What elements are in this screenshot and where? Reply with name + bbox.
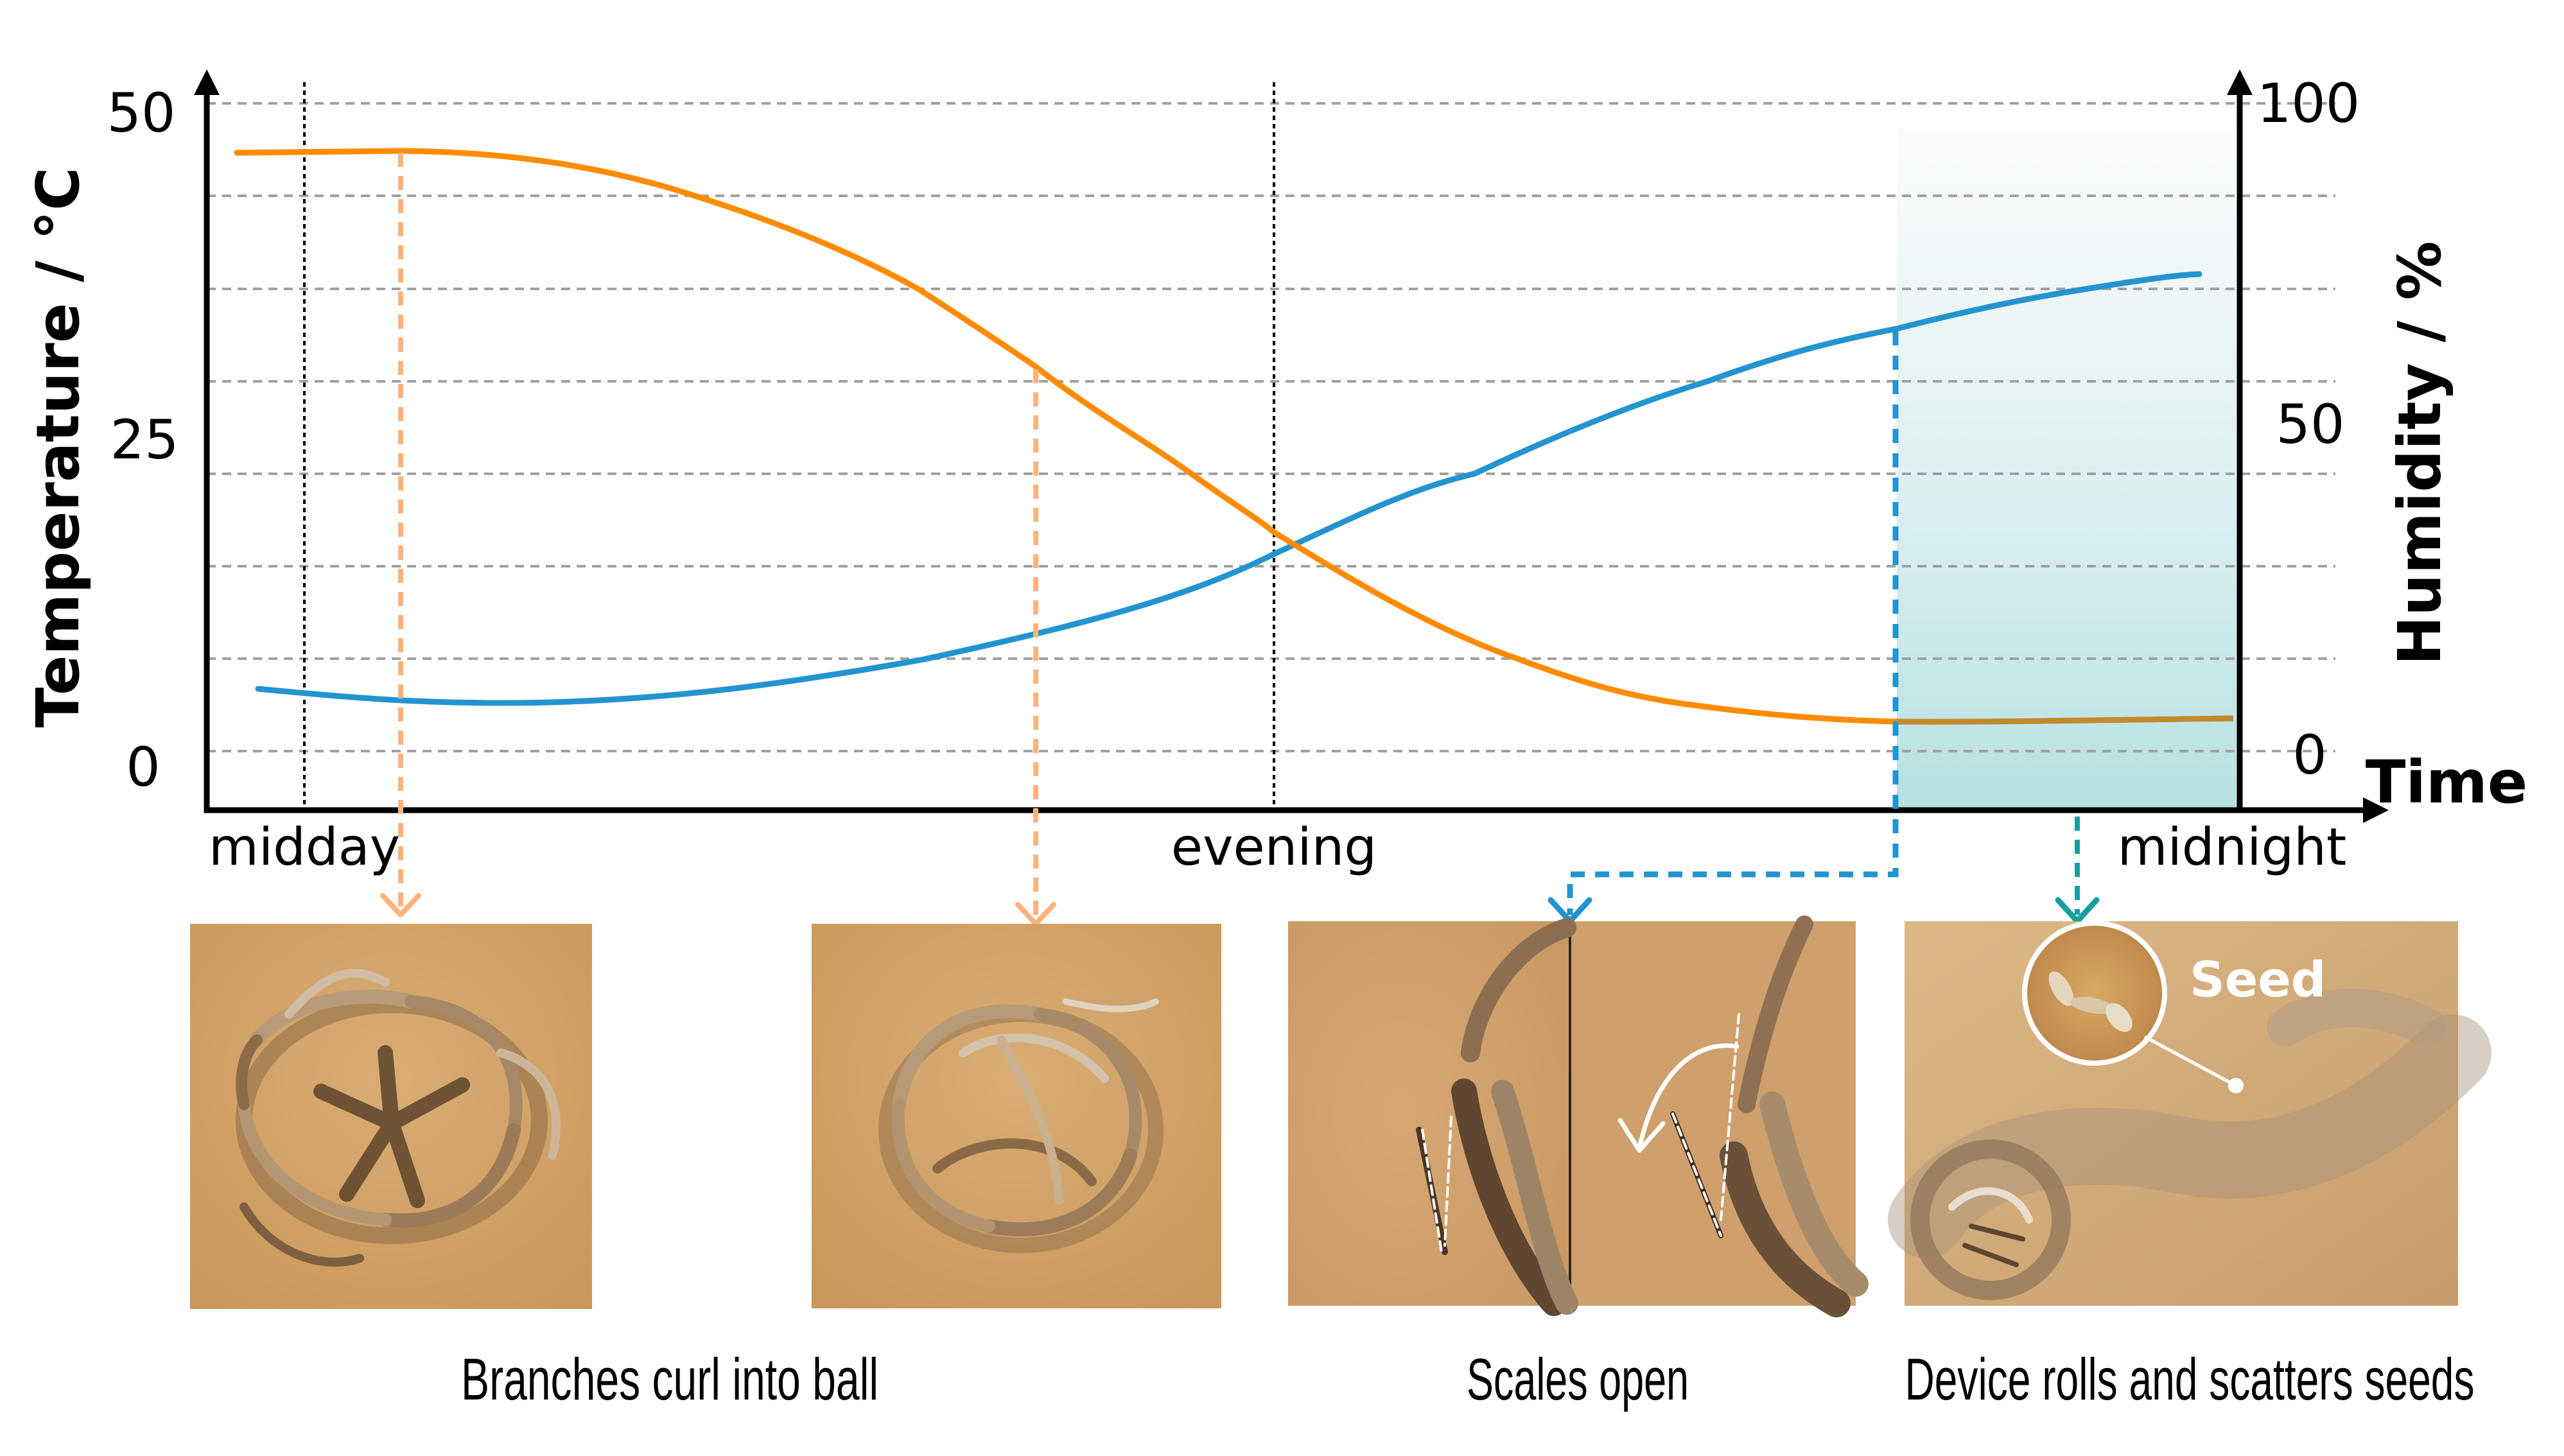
time-label-midnight: midnight: [2118, 817, 2347, 877]
right-ticks: 100 50 0: [2257, 72, 2360, 786]
right-axis-arrow-icon: [2227, 69, 2253, 95]
rolling-device-photo-icon: [1888, 989, 2491, 1300]
caption-scales: Scales open: [1467, 1347, 1689, 1412]
gridlines: [207, 102, 2335, 752]
seed-inset: Seed: [2022, 921, 2326, 1093]
captions: Branches curl into ball Scales open Devi…: [461, 1347, 2475, 1412]
caption-device: Device rolls and scatters seeds: [1905, 1347, 2475, 1412]
scales-open-photo-icon: [1416, 915, 1869, 1317]
left-tick-25: 25: [110, 408, 179, 471]
caption-branches: Branches curl into ball: [461, 1347, 878, 1412]
right-tick-100: 100: [2257, 72, 2360, 135]
left-tick-0: 0: [126, 736, 160, 799]
temperature-curve-shaded: [1896, 715, 2234, 725]
photo-panel-1: [190, 924, 592, 1309]
y-axis-arrow-icon: [194, 69, 220, 95]
time-axis-title: Time: [2366, 748, 2528, 817]
right-tick-50: 50: [2276, 393, 2345, 456]
seed-magnifier-ring: [2022, 921, 2167, 1066]
photo-panel-3: [1288, 915, 1869, 1317]
time-label-midday: midday: [209, 817, 400, 877]
left-tick-50: 50: [107, 82, 176, 144]
left-ticks: 50 25 0: [107, 82, 179, 799]
curled-ball-photo-icon: [878, 998, 1164, 1253]
chart: 50 25 0 100 50 0 Temperature / °C Humidi…: [24, 69, 2527, 877]
curled-branches-photo-icon: [236, 969, 561, 1267]
humidity-axis-title: Humidity / %: [2385, 241, 2454, 665]
connectors: [380, 153, 2100, 926]
right-tick-0: 0: [2292, 724, 2326, 786]
photo-panel-4: Seed: [1888, 921, 2491, 1306]
photo-panel-2: [812, 924, 1221, 1308]
temperature-curve: [234, 148, 1900, 725]
axes: [194, 69, 2389, 823]
arrow-down-icon: [380, 893, 421, 917]
temperature-axis-title: Temperature / °C: [24, 168, 92, 728]
curved-arrow-icon: [1618, 1043, 1740, 1153]
humidity-curve: [255, 271, 2202, 706]
time-label-evening: evening: [1171, 817, 1377, 877]
x-axis-arrow-icon: [2363, 797, 2389, 823]
seed-pointer-line: [2143, 1035, 2237, 1088]
seed-label: Seed: [2190, 951, 2326, 1008]
seed-pointer-dot-icon: [2228, 1078, 2244, 1093]
shaded-region: [1897, 128, 2240, 810]
connector-3: [1567, 331, 1899, 915]
